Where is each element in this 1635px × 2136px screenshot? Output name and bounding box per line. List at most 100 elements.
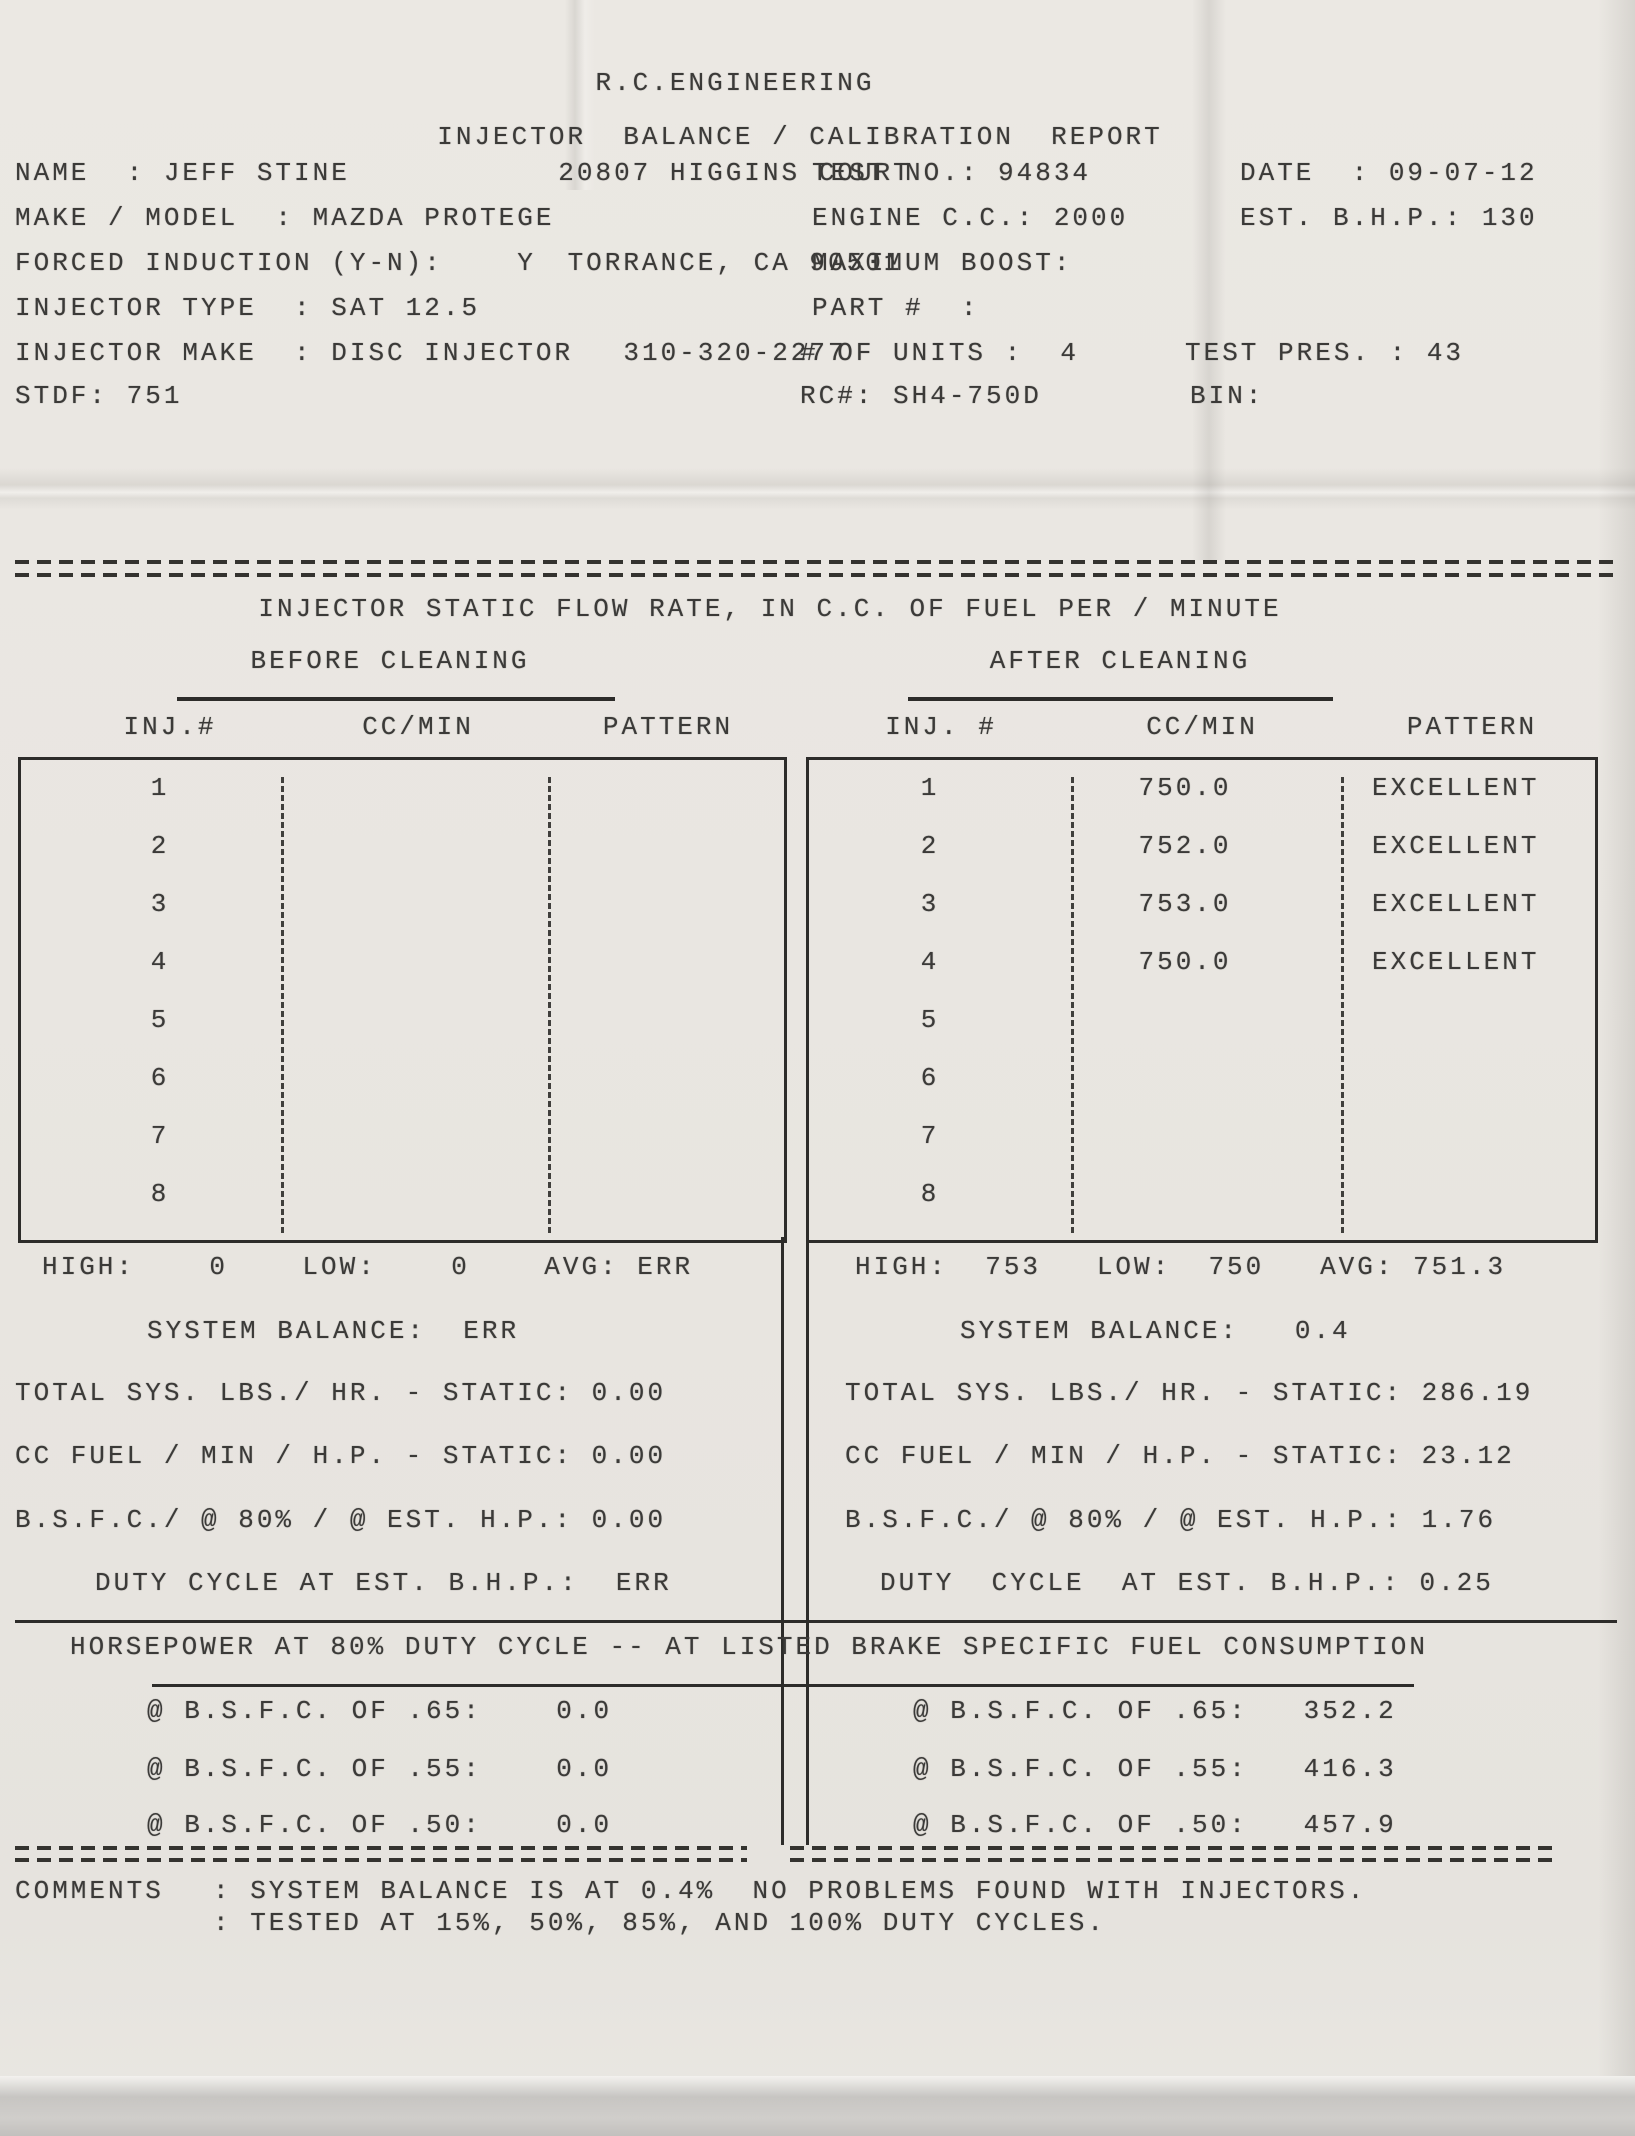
info-part-no: PART # : — [812, 293, 980, 323]
after-system-balance: SYSTEM BALANCE: 0.4 — [960, 1316, 1351, 1346]
info-make-model: MAKE / MODEL : MAZDA PROTEGE — [15, 203, 555, 233]
after-cleaning-title: AFTER CLEANING — [989, 646, 1251, 676]
before-hp-bsfc-55: @ B.S.F.C. OF .55: 0.0 — [147, 1754, 613, 1784]
after-row-pattern: EXCELLENT — [1372, 889, 1540, 919]
flow-section-title: INJECTOR STATIC FLOW RATE, IN C.C. OF FU… — [258, 594, 1282, 624]
after-header-pattern: PATTERN — [1406, 712, 1538, 742]
scan-right-edge-shadow — [1598, 0, 1635, 2136]
after-cc-fuel: CC FUEL / MIN / H.P. - STATIC: 23.12 — [845, 1441, 1515, 1471]
info-max-boost: MAXIMUM BOOST: — [812, 248, 1073, 278]
paper-crease-vertical-2 — [565, 0, 595, 190]
before-table-box — [18, 757, 787, 1243]
before-row-num: 3 — [150, 889, 170, 919]
before-row-num: 6 — [150, 1063, 170, 1093]
before-row-num: 2 — [150, 831, 170, 861]
after-row-pattern: EXCELLENT — [1372, 947, 1540, 977]
after-row-num: 1 — [920, 773, 940, 803]
after-row-ccmin: 752.0 — [1138, 831, 1232, 861]
paper-crease-vertical — [1192, 0, 1226, 560]
before-row-num: 5 — [150, 1005, 170, 1035]
after-col-separator-2 — [1341, 777, 1344, 1233]
after-hp-bsfc-55: @ B.S.F.C. OF .55: 416.3 — [913, 1754, 1397, 1784]
before-cc-fuel: CC FUEL / MIN / H.P. - STATIC: 0.00 — [15, 1441, 667, 1471]
info-injector-make: INJECTOR MAKE : DISC INJECTOR — [15, 338, 574, 368]
after-row-pattern: EXCELLENT — [1372, 831, 1540, 861]
after-row-ccmin: 753.0 — [1138, 889, 1232, 919]
info-forced-induction: FORCED INDUCTION (Y-N): Y — [15, 248, 536, 278]
before-row-num: 7 — [150, 1121, 170, 1151]
after-table-box — [806, 757, 1598, 1243]
after-duty-cycle: DUTY CYCLE AT EST. B.H.P.: 0.25 — [880, 1568, 1494, 1598]
after-row-ccmin: 750.0 — [1138, 773, 1232, 803]
info-name: NAME : JEFF STINE — [15, 158, 350, 188]
horsepower-title: HORSEPOWER AT 80% DUTY CYCLE -- AT LISTE… — [70, 1632, 1428, 1662]
after-hp-bsfc-65: @ B.S.F.C. OF .65: 352.2 — [913, 1696, 1397, 1726]
after-bsfc: B.S.F.C./ @ 80% / @ EST. H.P.: 1.76 — [845, 1505, 1497, 1535]
info-injector-type: INJECTOR TYPE : SAT 12.5 — [15, 293, 481, 323]
after-row-num: 4 — [920, 947, 940, 977]
letterhead-street: 20807 HIGGINS COURT — [558, 158, 912, 188]
separator-top-1 — [15, 560, 1617, 564]
before-header-pattern: PATTERN — [602, 712, 734, 742]
info-units: # OF UNITS : 4 — [800, 338, 1080, 368]
before-header-inj: INJ.# — [123, 712, 217, 742]
after-row-num: 2 — [920, 831, 940, 861]
after-row-num: 8 — [920, 1179, 940, 1209]
info-test-pres: TEST PRES. : 43 — [1185, 338, 1465, 368]
info-test-no: TEST NO.: 94834 — [812, 158, 1092, 188]
before-hp-bsfc-65: @ B.S.F.C. OF .65: 0.0 — [147, 1696, 613, 1726]
horsepower-title-underline — [152, 1684, 1414, 1687]
before-hp-bsfc-50: @ B.S.F.C. OF .50: 0.0 — [147, 1810, 613, 1840]
info-date: DATE : 09-07-12 — [1240, 158, 1538, 188]
before-col-separator-2 — [548, 777, 551, 1233]
info-engine-cc: ENGINE C.C.: 2000 — [812, 203, 1129, 233]
paper-crease-horizontal — [0, 468, 1635, 510]
after-high-low-avg: HIGH: 753 LOW: 750 AVG: 751.3 — [855, 1252, 1507, 1282]
after-row-num: 5 — [920, 1005, 940, 1035]
letterhead: R.C.ENGINEERING 20807 HIGGINS COURT TORR… — [0, 8, 1470, 428]
separator-bottom-right-2 — [790, 1858, 1558, 1862]
after-col-separator-1 — [1071, 777, 1074, 1233]
after-row-num: 3 — [920, 889, 940, 919]
separator-top-2 — [15, 573, 1617, 577]
before-title-underline — [177, 697, 615, 701]
after-row-num: 6 — [920, 1063, 940, 1093]
letterhead-phone: 310-320-2277 — [623, 338, 847, 368]
before-high-low-avg: HIGH: 0 LOW: 0 AVG: ERR — [42, 1252, 694, 1282]
letterhead-company: R.C.ENGINEERING — [595, 68, 875, 98]
info-rc-no: RC#: SH4-750D — [800, 381, 1042, 411]
center-divider-right — [806, 1237, 809, 1845]
comments-line2: : TESTED AT 15%, 50%, 85%, AND 100% DUTY… — [213, 1908, 1106, 1938]
before-total-sys: TOTAL SYS. LBS./ HR. - STATIC: 0.00 — [15, 1378, 667, 1408]
before-cleaning-title: BEFORE CLEANING — [250, 646, 530, 676]
horsepower-top-rule — [15, 1620, 1617, 1623]
before-header-ccmin: CC/MIN — [362, 712, 474, 742]
comments-line1: : SYSTEM BALANCE IS AT 0.4% NO PROBLEMS … — [213, 1876, 1367, 1906]
comments-label: COMMENTS — [15, 1876, 164, 1906]
before-row-num: 8 — [150, 1179, 170, 1209]
letterhead-city: TORRANCE, CA 90501 — [567, 248, 903, 278]
separator-bottom-left-1 — [15, 1846, 747, 1850]
before-col-separator-1 — [281, 777, 284, 1233]
after-header-ccmin: CC/MIN — [1146, 712, 1258, 742]
after-title-underline — [908, 697, 1333, 701]
info-bin: BIN: — [1190, 381, 1265, 411]
after-row-ccmin: 750.0 — [1138, 947, 1232, 977]
separator-bottom-left-2 — [15, 1858, 747, 1862]
center-divider-left — [781, 1237, 784, 1845]
report-title: INJECTOR BALANCE / CALIBRATION REPORT — [437, 122, 1163, 152]
before-system-balance: SYSTEM BALANCE: ERR — [147, 1316, 520, 1346]
info-est-bhp: EST. B.H.P.: 130 — [1240, 203, 1538, 233]
before-bsfc: B.S.F.C./ @ 80% / @ EST. H.P.: 0.00 — [15, 1505, 667, 1535]
after-row-num: 7 — [920, 1121, 940, 1151]
info-stdf: STDF: 751 — [15, 381, 183, 411]
before-row-num: 1 — [150, 773, 170, 803]
after-row-pattern: EXCELLENT — [1372, 773, 1540, 803]
before-row-num: 4 — [150, 947, 170, 977]
after-header-inj: INJ. # — [885, 712, 997, 742]
separator-bottom-right-1 — [790, 1846, 1558, 1850]
after-hp-bsfc-50: @ B.S.F.C. OF .50: 457.9 — [913, 1810, 1397, 1840]
scan-bottom-edge — [0, 2076, 1635, 2136]
after-total-sys: TOTAL SYS. LBS./ HR. - STATIC: 286.19 — [845, 1378, 1534, 1408]
